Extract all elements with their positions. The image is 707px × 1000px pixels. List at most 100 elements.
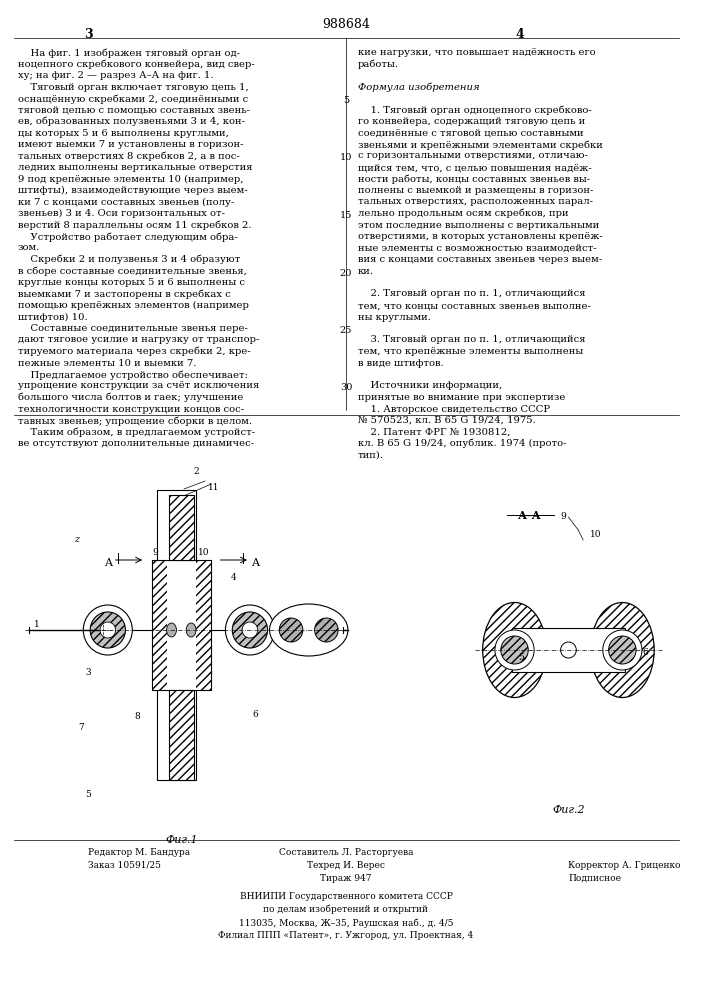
Circle shape [90,612,125,648]
Text: тируемого материала через скребки 2, кре-: тируемого материала через скребки 2, кре… [18,347,250,357]
Text: Подписное: Подписное [568,874,621,883]
Bar [168,690,194,780]
Text: Корректор А. Гриценко: Корректор А. Гриценко [568,861,681,870]
Text: Устройство работает следующим обра-: Устройство работает следующим обра- [18,232,238,241]
Text: ВНИИПИ Государственного комитета СССР: ВНИИПИ Государственного комитета СССР [240,892,452,901]
Ellipse shape [590,602,654,698]
Ellipse shape [83,605,132,655]
Text: технологичности конструкции концов сос-: технологичности конструкции концов сос- [18,404,244,414]
Text: штифты), взаимодействующие через выем-: штифты), взаимодействующие через выем- [18,186,247,195]
Ellipse shape [269,604,348,656]
Circle shape [91,618,115,642]
Text: ки.: ки. [358,266,374,275]
Text: ности работы, концы составных звеньев вы-: ности работы, концы составных звеньев вы… [358,174,590,184]
Text: зом.: зом. [18,243,40,252]
Text: 11: 11 [208,483,219,492]
Text: Источники информации,: Источники информации, [358,381,502,390]
Text: щийся тем, что, с целью повышения надёж-: щийся тем, что, с целью повышения надёж- [358,163,592,172]
Text: 5: 5 [343,96,349,105]
Text: цы которых 5 и 6 выполнены круглыми,: цы которых 5 и 6 выполнены круглыми, [18,128,228,137]
Text: ве отсутствуют дополнительные динамичес-: ве отсутствуют дополнительные динамичес- [18,439,254,448]
Text: 10: 10 [590,530,602,539]
Text: 7: 7 [78,723,84,732]
Text: 25: 25 [340,326,352,335]
Text: отверстиями, в которых установлены крепёж-: отверстиями, в которых установлены крепё… [358,232,602,241]
Text: ки 7 с концами составных звеньев (полу-: ки 7 с концами составных звеньев (полу- [18,198,234,207]
Text: 4: 4 [230,573,236,582]
Circle shape [279,618,303,642]
Text: Тираж 947: Тираж 947 [320,874,372,883]
Text: На фиг. 1 изображен тяговый орган од-: На фиг. 1 изображен тяговый орган од- [18,48,240,57]
Text: ху; на фиг. 2 — разрез А–А на фиг. 1.: ху; на фиг. 2 — разрез А–А на фиг. 1. [18,71,213,80]
Text: кл. В 65 G 19/24, опублик. 1974 (прото-: кл. В 65 G 19/24, опублик. 1974 (прото- [358,439,566,448]
Text: A: A [104,558,112,568]
Text: го конвейера, содержащий тяговую цепь и: го конвейера, содержащий тяговую цепь и [358,117,585,126]
Text: Редактор М. Бандура: Редактор М. Бандура [88,848,190,857]
Text: 10: 10 [340,153,352,162]
Text: Фиг.1: Фиг.1 [165,835,198,845]
Text: 1. Авторское свидетельство СССР: 1. Авторское свидетельство СССР [358,404,550,414]
Text: 6: 6 [252,710,257,719]
Text: А–А: А–А [518,510,541,521]
Ellipse shape [186,623,196,637]
Text: 988684: 988684 [322,18,370,31]
Text: этом последние выполнены с вертикальными: этом последние выполнены с вертикальными [358,221,599,230]
Ellipse shape [226,605,274,655]
Circle shape [561,642,576,658]
Text: по делам изобретений и открытий: по делам изобретений и открытий [264,905,428,914]
Text: выемками 7 и застопорены в скребках с: выемками 7 и застопорены в скребках с [18,290,230,299]
Ellipse shape [483,602,547,698]
Text: тип).: тип). [358,450,384,460]
Text: вия с концами составных звеньев через выем-: вия с концами составных звеньев через вы… [358,255,602,264]
Text: 3: 3 [86,668,91,677]
Text: Тяговый орган включает тяговую цепь 1,: Тяговый орган включает тяговую цепь 1, [18,83,248,92]
Text: принятые во внимание при экспертизе: принятые во внимание при экспертизе [358,393,565,402]
Text: 3. Тяговый орган по п. 1, отличающийся: 3. Тяговый орган по п. 1, отличающийся [358,336,585,344]
Text: оснащённую скребками 2, соединёнными с: оснащённую скребками 2, соединёнными с [18,94,248,104]
Text: в сборе составные соединительные звенья,: в сборе составные соединительные звенья, [18,266,247,276]
Text: полнены с выемкой и размещены в горизон-: полнены с выемкой и размещены в горизон- [358,186,593,195]
Text: помощью крепёжных элементов (например: помощью крепёжных элементов (например [18,301,249,310]
Text: Техред И. Верес: Техред И. Верес [307,861,385,870]
Text: Предлагаемое устройство обеспечивает:: Предлагаемое устройство обеспечивает: [18,370,247,379]
Bar [168,690,194,780]
Text: звеньями и крепёжными элементами скребки: звеньями и крепёжными элементами скребки [358,140,602,149]
Text: дают тяговое усилие и нагрузку от транспор-: дают тяговое усилие и нагрузку от трансп… [18,336,259,344]
Text: 5: 5 [86,790,91,799]
Text: лельно продольным осям скребков, при: лельно продольным осям скребков, при [358,209,568,219]
Text: в виде штифтов.: в виде штифтов. [358,359,443,367]
Bar [152,560,167,690]
Circle shape [315,618,338,642]
Circle shape [495,630,534,670]
Ellipse shape [167,623,177,637]
Text: Заказ 10591/25: Заказ 10591/25 [88,861,161,870]
Text: 113035, Москва, Ж–35, Раушская наб., д. 4/5: 113035, Москва, Ж–35, Раушская наб., д. … [239,918,453,928]
Text: 2. Тяговый орган по п. 1, отличающийся: 2. Тяговый орган по п. 1, отличающийся [358,290,585,298]
Bar [152,560,211,690]
Text: ледних выполнены вертикальные отверстия: ледних выполнены вертикальные отверстия [18,163,252,172]
Text: 10: 10 [198,548,209,557]
Text: 2. Патент ФРГ № 1930812,: 2. Патент ФРГ № 1930812, [358,428,510,436]
Text: тальных отверстиях 8 скребков 2, а в пос-: тальных отверстиях 8 скребков 2, а в пос… [18,151,240,161]
Text: ны круглыми.: ны круглыми. [358,312,431,322]
Text: Составные соединительные звенья пере-: Составные соединительные звенья пере- [18,324,247,333]
Text: ев, образованных полузвеньями 3 и 4, кон-: ев, образованных полузвеньями 3 и 4, кон… [18,117,245,126]
Circle shape [501,636,528,664]
Text: A: A [251,558,259,568]
Text: Филиал ППП «Патент», г. Ужгород, ул. Проектная, 4: Филиал ППП «Патент», г. Ужгород, ул. Про… [218,931,474,940]
Text: 1. Тяговый орган одноцепного скребково-: 1. Тяговый орган одноцепного скребково- [358,105,592,115]
Text: ные элементы с возможностью взаимодейст-: ные элементы с возможностью взаимодейст- [358,243,597,252]
Text: работы.: работы. [358,60,399,69]
Text: тяговой цепью с помощью составных звень-: тяговой цепью с помощью составных звень- [18,105,250,114]
FancyBboxPatch shape [157,490,196,780]
Text: № 570523, кл. В 65 G 19/24, 1975.: № 570523, кл. В 65 G 19/24, 1975. [358,416,535,425]
Text: упрощение конструкции за счёт исключения: упрощение конструкции за счёт исключения [18,381,259,390]
Circle shape [242,622,258,638]
Text: кие нагрузки, что повышает надёжность его: кие нагрузки, что повышает надёжность ег… [358,48,595,57]
Text: Скребки 2 и полузвенья 3 и 4 образуют: Скребки 2 и полузвенья 3 и 4 образуют [18,255,240,264]
Text: 2: 2 [193,467,199,476]
Bar [512,628,625,672]
Text: звеньев) 3 и 4. Оси горизонтальных от-: звеньев) 3 и 4. Оси горизонтальных от- [18,209,225,218]
Text: Фиг.2: Фиг.2 [552,805,585,815]
Text: Таким образом, в предлагаемом устройст-: Таким образом, в предлагаемом устройст- [18,428,255,437]
